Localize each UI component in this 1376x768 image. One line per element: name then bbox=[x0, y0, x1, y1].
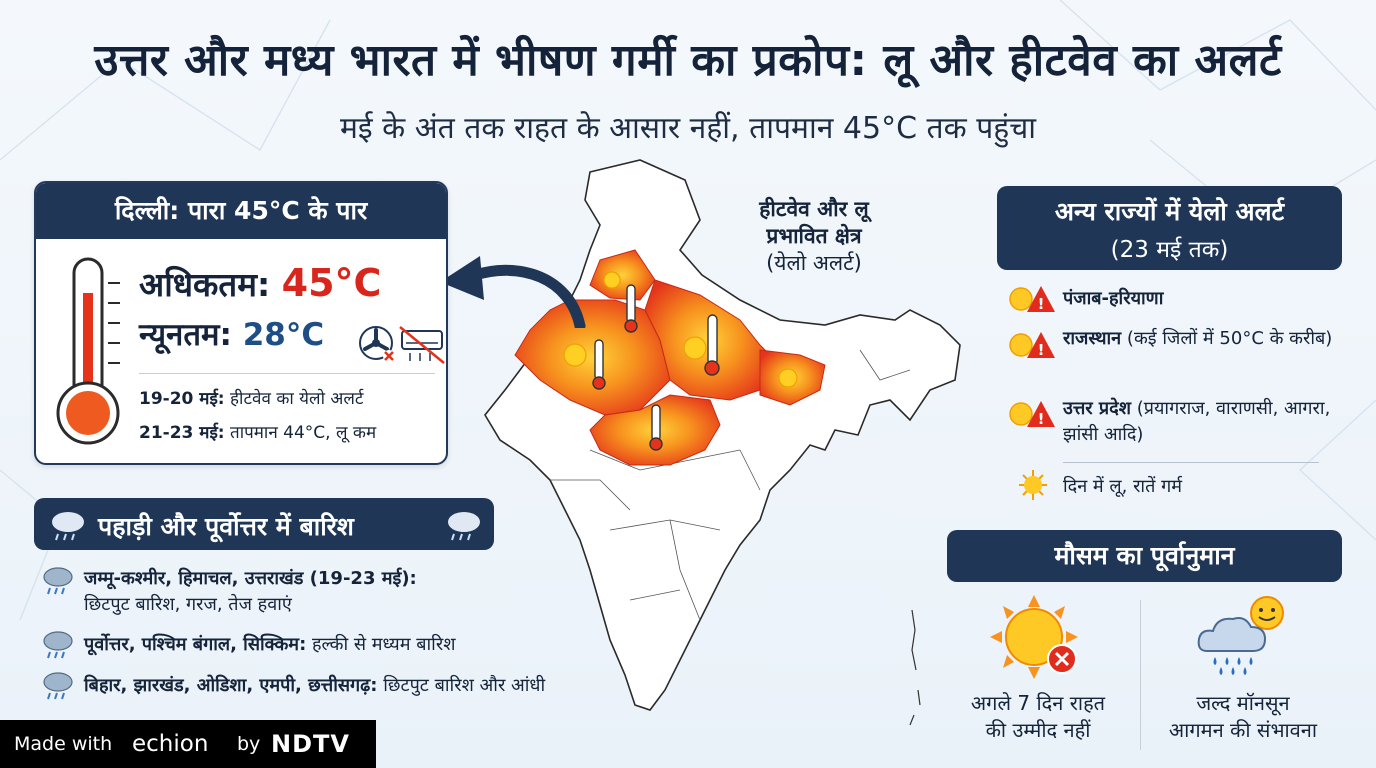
sun-warning-icon: ! bbox=[1009, 286, 1055, 313]
rain-item-region: पूर्वोत्तर, पश्चिम बंगाल, सिक्किम: bbox=[84, 634, 307, 655]
sun-warning-icon: ! bbox=[1009, 401, 1055, 428]
max-temperature: अधिकतम: 45°C bbox=[139, 261, 381, 306]
delhi-line2-date: 21-23 मई: bbox=[139, 423, 225, 443]
sun-no-relief-icon bbox=[990, 595, 1078, 679]
max-value: 45°C bbox=[281, 261, 382, 305]
sun-warning-icon: ! bbox=[1009, 332, 1055, 359]
rain-item: बिहार, झारखंड, ओडिशा, एमपी, छत्तीसगढ़: छ… bbox=[84, 673, 644, 699]
ndtv-logo: NDTV bbox=[271, 730, 350, 758]
rain-cloud-icon bbox=[43, 567, 73, 595]
alert-note: दिन में लू, रातें गर्म bbox=[1063, 476, 1182, 497]
forecast-right-line1: जल्द मॉनसून bbox=[1196, 691, 1290, 715]
delhi-forecast-line: 21-23 मई: तापमान 44°C, लू कम bbox=[139, 420, 376, 443]
forecast-left-line1: अगले 7 दिन राहत bbox=[970, 691, 1106, 715]
rain-header: पहाड़ी और पूर्वोत्तर में बारिश bbox=[34, 498, 494, 550]
sun-icon bbox=[1019, 470, 1047, 500]
forecast-left: अगले 7 दिन राहत की उम्मीद नहीं bbox=[943, 690, 1133, 744]
echion-logo: echion bbox=[132, 731, 209, 757]
made-with-text: Made with bbox=[14, 733, 113, 755]
footer-credit: Made with echion by NDTV bbox=[0, 720, 376, 768]
min-value: 28°C bbox=[242, 317, 325, 353]
min-temperature: न्यूनतम: 28°C bbox=[139, 313, 324, 355]
divider bbox=[139, 373, 435, 374]
alert-detail: (कई जिलों में 50°C के करीब) bbox=[1126, 328, 1333, 349]
air-conditioner-icon bbox=[399, 326, 445, 364]
delhi-forecast-line: 19-20 मई: हीटवेव का येलो अलर्ट bbox=[139, 386, 363, 409]
map-label-line3: (येलो अलर्ट) bbox=[766, 251, 862, 275]
rain-cloud-icon bbox=[448, 512, 480, 541]
alert-item: राजस्थान (कई जिलों में 50°C के करीब) bbox=[1063, 326, 1343, 352]
rain-cloud-icon bbox=[43, 631, 73, 659]
delhi-line2-text: तापमान 44°C, लू कम bbox=[230, 423, 377, 443]
alert-title: अन्य राज्यों में येलो अलर्ट bbox=[1054, 197, 1285, 226]
svg-text:!: ! bbox=[1038, 410, 1045, 428]
map-label-line2: प्रभावित क्षेत्र bbox=[766, 224, 862, 248]
subheadline: मई के अंत तक राहत के आसार नहीं, तापमान 4… bbox=[339, 111, 1037, 146]
forecast-right-line2: आगमन की संभावना bbox=[1168, 718, 1318, 742]
alert-detail: (प्रयागराज, वाराणसी, आगरा, झांसी आदि) bbox=[1063, 398, 1331, 445]
rain-item-region: बिहार, झारखंड, ओडिशा, एमपी, छत्तीसगढ़: bbox=[84, 675, 378, 696]
map-label: हीटवेव और लू प्रभावित क्षेत्र (येलो अलर्… bbox=[700, 196, 928, 277]
by-text: by bbox=[237, 733, 261, 755]
forecast-left-line2: की उम्मीद नहीं bbox=[985, 718, 1091, 742]
andaman-islands bbox=[909, 609, 921, 726]
fan-icon bbox=[359, 326, 395, 362]
alert-item: पंजाब-हरियाणा bbox=[1063, 286, 1343, 312]
map-label-line1: हीटवेव और लू bbox=[759, 197, 869, 221]
max-label: अधिकतम: bbox=[139, 265, 271, 304]
rain-title: पहाड़ी और पूर्वोत्तर में बारिश bbox=[98, 512, 354, 541]
delhi-title: दिल्ली: पारा 45°C के पार bbox=[36, 183, 446, 239]
rain-cloud-icon bbox=[43, 672, 73, 700]
arrow-icon bbox=[440, 256, 586, 328]
thermometer-icon bbox=[56, 257, 120, 445]
india-map bbox=[484, 159, 961, 726]
rain-item-detail: छिटपुट बारिश, गरज, तेज हवाएं bbox=[84, 594, 292, 615]
delhi-card: दिल्ली: पारा 45°C के पार अधिकतम: 45°C न्… bbox=[34, 181, 448, 465]
rain-item-detail: हल्की से मध्यम बारिश bbox=[312, 634, 456, 655]
sun-icon bbox=[563, 271, 798, 388]
forecast-right: जल्द मॉनसून आगमन की संभावना bbox=[1148, 690, 1338, 744]
alert-subtitle: (23 मई तक) bbox=[1110, 237, 1229, 263]
alert-header: अन्य राज्यों में येलो अलर्ट (23 मई तक) bbox=[997, 186, 1342, 270]
svg-text:!: ! bbox=[1038, 295, 1045, 313]
divider bbox=[1140, 600, 1141, 750]
headline: उत्तर और मध्य भारत में भीषण गर्मी का प्र… bbox=[94, 35, 1282, 86]
delhi-line1-text: हीटवेव का येलो अलर्ट bbox=[230, 389, 364, 409]
monsoon-cloud-icon bbox=[1197, 596, 1284, 675]
rain-cloud-icon bbox=[52, 512, 84, 541]
fan-ac-icons bbox=[359, 326, 445, 364]
rain-item-region: जम्मू-कश्मीर, हिमाचल, उत्तराखंड (19-23 म… bbox=[84, 568, 417, 589]
alert-item: उत्तर प्रदेश (प्रयागराज, वाराणसी, आगरा, … bbox=[1063, 396, 1343, 448]
alert-state: पंजाब-हरियाणा bbox=[1063, 288, 1164, 309]
divider bbox=[1063, 462, 1319, 463]
rain-item: जम्मू-कश्मीर, हिमाचल, उत्तराखंड (19-23 म… bbox=[84, 566, 644, 618]
forecast-header: मौसम का पूर्वानुमान bbox=[947, 530, 1342, 582]
thermometer-icon bbox=[592, 284, 720, 451]
delhi-line1-date: 19-20 मई: bbox=[139, 389, 225, 409]
svg-text:!: ! bbox=[1038, 341, 1045, 359]
india-outline bbox=[484, 159, 961, 711]
rain-item: पूर्वोत्तर, पश्चिम बंगाल, सिक्किम: हल्की… bbox=[84, 632, 644, 658]
rain-item-detail: छिटपुट बारिश और आंधी bbox=[383, 675, 546, 696]
alert-state: राजस्थान bbox=[1063, 328, 1122, 349]
min-label: न्यूनतम: bbox=[139, 317, 232, 353]
alert-state: उत्तर प्रदेश bbox=[1063, 398, 1131, 419]
